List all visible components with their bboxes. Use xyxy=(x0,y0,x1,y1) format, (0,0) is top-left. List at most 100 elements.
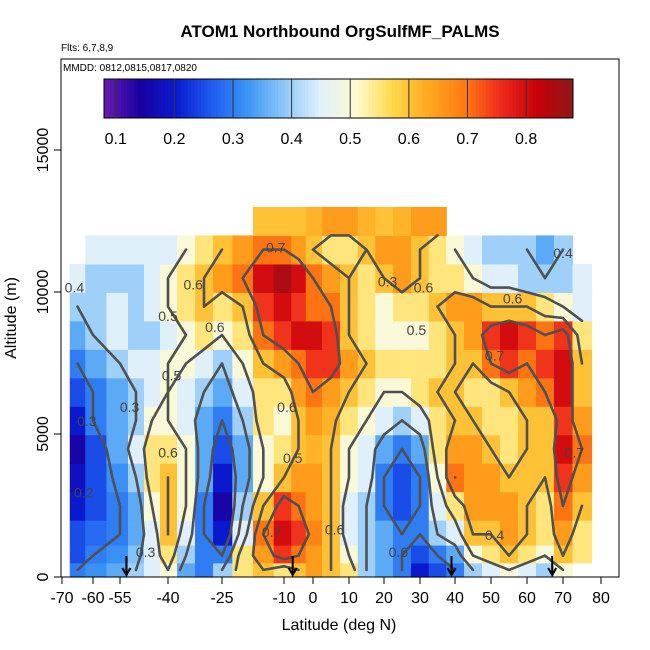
colorbar-step xyxy=(157,79,162,118)
colorbar-step xyxy=(127,79,132,118)
heatmap-cell xyxy=(177,292,196,322)
heatmap-cell xyxy=(446,520,465,546)
heatmap-cell xyxy=(393,206,412,236)
x-tick-label: 20 xyxy=(375,590,393,607)
heatmap-cell xyxy=(411,562,430,578)
x-axis-label: Latitude (deg N) xyxy=(282,617,397,634)
colorbar-step xyxy=(191,79,195,118)
heatmap-cell xyxy=(340,406,359,436)
colorbar-step xyxy=(412,79,417,118)
heatmap-cell xyxy=(482,406,501,436)
heatmap-cell xyxy=(572,520,593,546)
heatmap-cell xyxy=(518,377,537,407)
heatmap-cell xyxy=(464,377,483,407)
heatmap-cell xyxy=(85,434,108,464)
heatmap-cell xyxy=(340,235,359,265)
heatmap-cell xyxy=(411,544,430,564)
colorbar-step xyxy=(395,79,400,118)
heatmap-cell xyxy=(106,377,129,407)
colorbar-step xyxy=(107,79,112,118)
heatmap-cell xyxy=(393,235,412,265)
heatmap-cell xyxy=(253,377,275,407)
colorbar-step xyxy=(130,79,135,118)
heatmap-cell xyxy=(177,406,196,436)
heatmap-cell xyxy=(554,263,574,293)
contour-label: 0.2 xyxy=(74,484,94,500)
heatmap-cell xyxy=(273,206,292,236)
colorbar-frame xyxy=(103,78,574,119)
colorbar-step xyxy=(372,79,376,118)
colorbar-step xyxy=(104,79,108,118)
heatmap-cell xyxy=(273,263,292,293)
heatmap-cell xyxy=(305,463,323,493)
heatmap-cell xyxy=(69,377,86,407)
x-tick-label: 40 xyxy=(446,590,464,607)
heatmap-cell xyxy=(375,434,394,464)
colorbar-step xyxy=(492,79,497,118)
heatmap-cell xyxy=(144,434,161,464)
heatmap-cell xyxy=(375,320,394,350)
heatmap-cell xyxy=(144,562,161,578)
x-tick-label: 80 xyxy=(592,590,610,607)
colorbar-step xyxy=(425,79,430,118)
heatmap-cell xyxy=(411,320,430,350)
heatmap-cell xyxy=(291,206,307,236)
dive-marker-arrow xyxy=(446,556,457,578)
contour-line xyxy=(76,362,457,572)
colorbar-step xyxy=(298,79,303,118)
heatmap-cell xyxy=(305,562,323,578)
heatmap-cell xyxy=(106,562,129,578)
colorbar-step xyxy=(177,79,182,118)
colorbar-step xyxy=(227,79,232,118)
heatmap-cell xyxy=(85,520,108,546)
contour-label: 0.3 xyxy=(120,399,140,415)
heatmap-cell xyxy=(106,434,129,464)
heatmap-cell xyxy=(482,463,501,493)
colorbar-step xyxy=(241,79,246,118)
colorbar-tick-label: 0.1 xyxy=(105,131,127,148)
heatmap-cell xyxy=(482,491,501,521)
heatmap-cell xyxy=(305,206,323,236)
colorbar-step xyxy=(311,79,316,118)
heatmap-cell xyxy=(500,235,519,265)
colorbar-step xyxy=(147,79,152,118)
heatmap-cell xyxy=(572,463,593,493)
y-axis: 0 5000 10000 15000 xyxy=(35,128,61,581)
colorbar-step xyxy=(489,79,494,118)
colorbar-step xyxy=(392,79,396,118)
heatmap-cell xyxy=(85,406,108,436)
colorbar-step xyxy=(341,79,346,118)
heatmap-cell xyxy=(273,544,292,564)
contour-label: 0.4 xyxy=(485,527,505,543)
contour-label: 0.5 xyxy=(407,322,427,338)
heatmap-cell xyxy=(195,320,214,350)
colorbar-step xyxy=(120,79,125,118)
heatmap-cell xyxy=(464,320,483,350)
contour-label: 0.4 xyxy=(553,245,573,261)
colorbar-step xyxy=(174,79,179,118)
heatmap-cell xyxy=(572,544,593,564)
colorbar-step xyxy=(315,79,319,118)
colorbar-step xyxy=(274,79,279,118)
heatmap-cell xyxy=(428,406,447,436)
colorbar-step xyxy=(472,79,477,118)
heatmap-cell xyxy=(106,544,129,564)
contour-label: 0.6 xyxy=(205,319,225,335)
colorbar-tick-label: 0.2 xyxy=(163,131,185,148)
colorbar-step xyxy=(338,79,343,118)
heatmap-cell xyxy=(375,292,394,322)
heatmap-cell xyxy=(232,235,254,265)
heatmap-cell xyxy=(291,377,307,407)
heatmap-cell xyxy=(213,434,233,464)
colorbar-step xyxy=(562,79,567,118)
colorbar-step xyxy=(549,79,554,118)
heatmap-cell xyxy=(322,406,341,436)
colorbar-step xyxy=(418,79,423,118)
colorbar-step xyxy=(134,79,138,118)
heatmap-cell xyxy=(572,292,593,322)
heatmap-cell xyxy=(554,377,574,407)
colorbar-step xyxy=(449,79,453,118)
heatmap-cell xyxy=(144,349,161,379)
heatmap-cell xyxy=(322,206,341,236)
